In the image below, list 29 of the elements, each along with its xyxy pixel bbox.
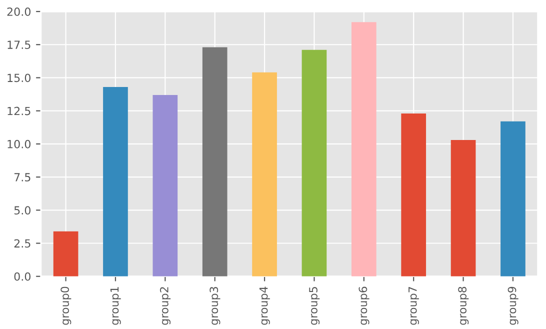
x-tick-label: group3 [210,286,220,325]
bar [202,47,228,276]
x-tick-label: group9 [508,286,518,325]
bar [103,86,128,276]
y-tick-label: 0.0 [14,272,30,281]
bar [401,113,426,276]
x-tick-label: group6 [358,286,370,325]
x-tick-label: group5 [309,287,320,325]
bar [302,50,327,276]
bar [351,22,376,276]
y-tick-label: 17.5 [8,40,30,49]
y-tick-label: 10.0 [8,140,30,148]
x-tick-label: group1 [110,287,121,325]
x-tick-label: group8 [458,286,469,325]
y-tick-label: 20.0 [7,7,30,16]
bar [53,231,78,276]
y-tick-label: 15.0 [8,74,30,82]
y-tick-label: 2.5 [14,239,30,248]
bar [450,140,476,276]
x-tick-label: group2 [160,287,171,325]
x-tick-label: group4 [260,286,270,325]
y-tick-label: 12.5 [8,106,30,116]
x-tick-label: group7 [408,287,419,325]
bar [252,72,277,276]
y-tick-label: 7.5 [14,173,30,182]
y-tick-label: 5.0 [14,206,30,215]
bar [500,121,526,276]
bar [152,94,178,276]
x-tick-label: group0 [60,286,72,325]
